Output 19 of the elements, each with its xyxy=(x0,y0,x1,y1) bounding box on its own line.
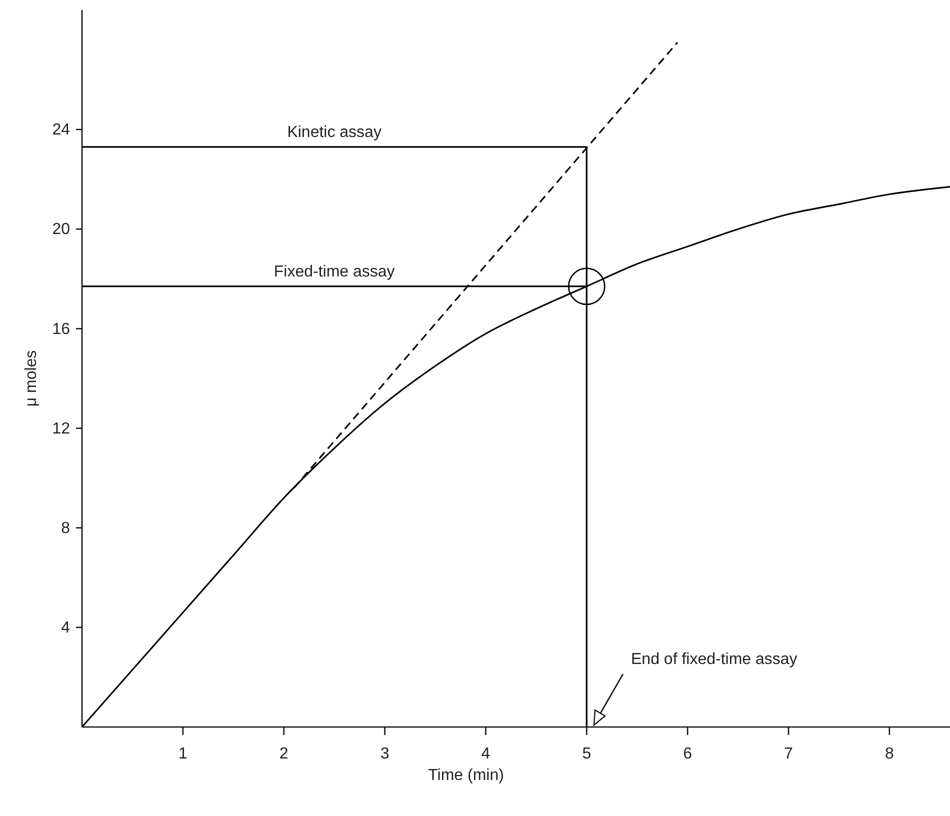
annotation: Kinetic assay xyxy=(287,124,382,141)
y-tick-label: 20 xyxy=(52,221,70,238)
y-axis-title: μ moles xyxy=(23,350,40,407)
x-tick-label: 5 xyxy=(582,745,592,762)
x-tick-label: 2 xyxy=(279,745,288,762)
x-tick-label: 3 xyxy=(380,745,390,762)
y-tick-label: 24 xyxy=(52,122,70,139)
x-axis-title: Time (min) xyxy=(428,767,504,784)
x-tick-label: 6 xyxy=(683,745,692,762)
annotation: Fixed-time assay xyxy=(274,263,395,280)
x-tick-label: 7 xyxy=(784,745,794,762)
y-tick-label: 8 xyxy=(61,520,70,537)
y-tick-label: 16 xyxy=(52,320,70,338)
x-tick-label: 1 xyxy=(178,745,188,762)
x-tick-label: 8 xyxy=(884,745,894,762)
y-tick-label: 4 xyxy=(61,620,70,637)
x-tick-label: 4 xyxy=(481,745,490,762)
annotation: End of fixed-time assay xyxy=(631,651,798,668)
y-tick-label: 12 xyxy=(52,420,70,438)
